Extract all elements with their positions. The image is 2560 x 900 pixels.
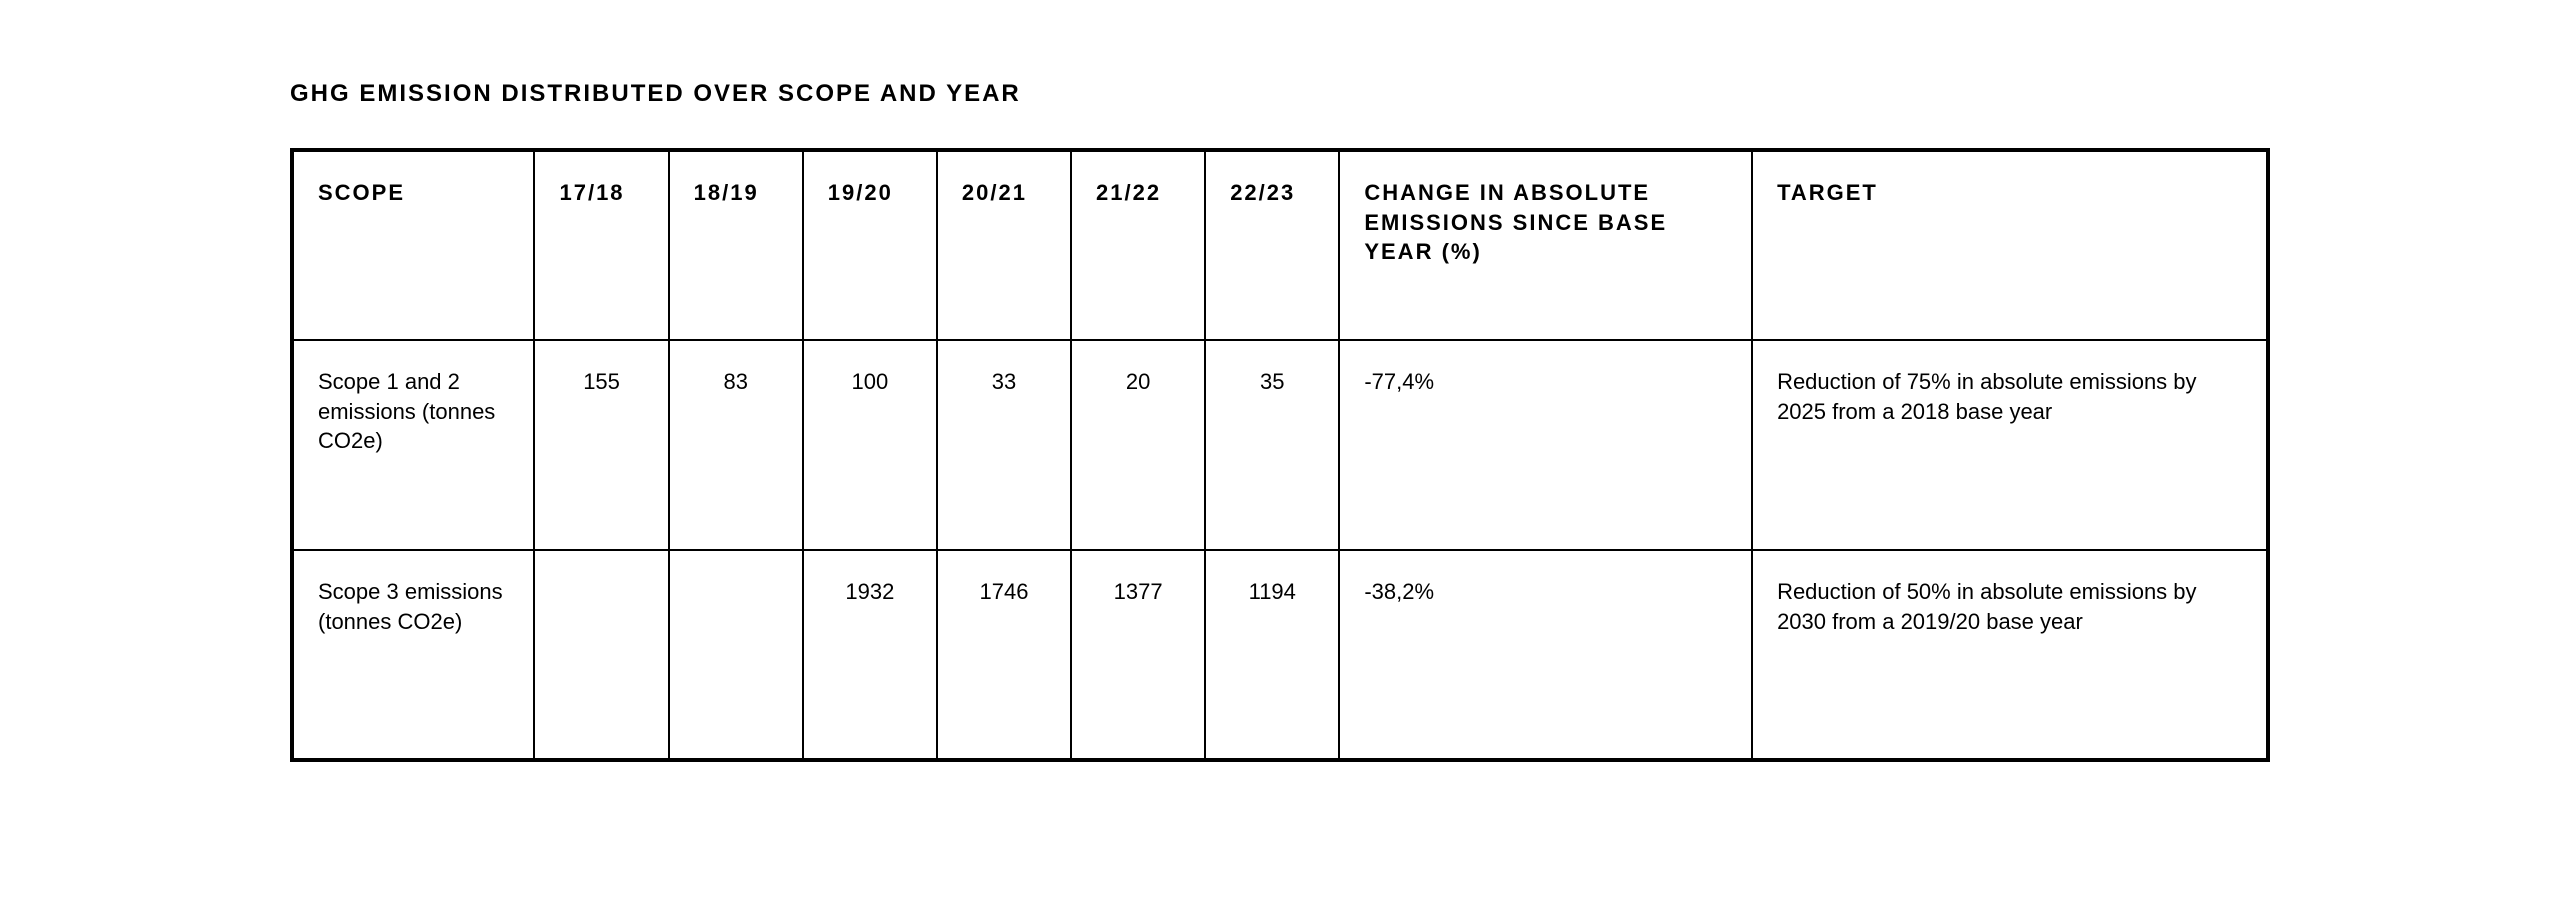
table-row: Scope 3 emissions (tonnes CO2e) 1932 174… xyxy=(292,550,2268,760)
cell-value: 1932 xyxy=(803,550,937,760)
col-header-change: CHANGE IN ABSOLUTE EMISSIONS SINCE BASE … xyxy=(1339,150,1752,340)
table-row: Scope 1 and 2 emissions (tonnes CO2e) 15… xyxy=(292,340,2268,550)
cell-target: Reduction of 75% in absolute emissions b… xyxy=(1752,340,2268,550)
cell-value xyxy=(534,550,668,760)
cell-value: 83 xyxy=(669,340,803,550)
cell-change: -77,4% xyxy=(1339,340,1752,550)
cell-scope: Scope 3 emissions (tonnes CO2e) xyxy=(292,550,534,760)
cell-scope: Scope 1 and 2 emissions (tonnes CO2e) xyxy=(292,340,534,550)
cell-value: 155 xyxy=(534,340,668,550)
cell-value: 35 xyxy=(1205,340,1339,550)
ghg-emissions-table: SCOPE 17/18 18/19 19/20 20/21 21/22 22/2… xyxy=(290,148,2270,762)
col-header-20-21: 20/21 xyxy=(937,150,1071,340)
cell-value: 1377 xyxy=(1071,550,1205,760)
table-header-row: SCOPE 17/18 18/19 19/20 20/21 21/22 22/2… xyxy=(292,150,2268,340)
cell-value: 100 xyxy=(803,340,937,550)
cell-value: 33 xyxy=(937,340,1071,550)
cell-value: 1746 xyxy=(937,550,1071,760)
cell-value xyxy=(669,550,803,760)
cell-value: 20 xyxy=(1071,340,1205,550)
col-header-target: TARGET xyxy=(1752,150,2268,340)
col-header-17-18: 17/18 xyxy=(534,150,668,340)
col-header-21-22: 21/22 xyxy=(1071,150,1205,340)
table-title: GHG EMISSION DISTRIBUTED OVER SCOPE AND … xyxy=(290,80,2270,108)
col-header-scope: SCOPE xyxy=(292,150,534,340)
col-header-22-23: 22/23 xyxy=(1205,150,1339,340)
cell-value: 1194 xyxy=(1205,550,1339,760)
col-header-18-19: 18/19 xyxy=(669,150,803,340)
col-header-19-20: 19/20 xyxy=(803,150,937,340)
cell-target: Reduction of 50% in absolute emissions b… xyxy=(1752,550,2268,760)
cell-change: -38,2% xyxy=(1339,550,1752,760)
page-container: GHG EMISSION DISTRIBUTED OVER SCOPE AND … xyxy=(0,0,2560,762)
